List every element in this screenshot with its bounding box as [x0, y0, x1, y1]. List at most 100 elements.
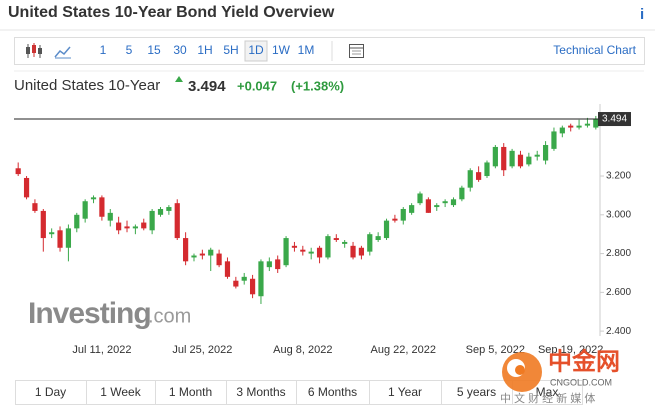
candle-body: [308, 251, 314, 254]
candle-body: [300, 249, 306, 252]
candle-body: [166, 207, 172, 211]
candle-body: [476, 172, 482, 180]
x-tick-label: Aug 22, 2022: [371, 344, 436, 356]
candle-body: [501, 146, 507, 171]
candle-body: [40, 210, 46, 239]
candle-body: [291, 245, 298, 248]
candle-body: [526, 156, 532, 165]
overlay-slogan: 中 文 财 经 新 媒 体: [500, 391, 595, 405]
range-label[interactable]: 1 Day: [35, 385, 66, 399]
line-icon[interactable]: [54, 46, 71, 58]
range-button[interactable]: [86, 380, 156, 405]
watermark-brand: Investing: [28, 297, 151, 330]
range-label[interactable]: 6 Months: [308, 385, 357, 399]
info-icon[interactable]: i: [640, 6, 644, 23]
range-label[interactable]: 1 Month: [169, 385, 212, 399]
candle-body: [333, 238, 339, 241]
technical-chart-link[interactable]: Technical Chart: [553, 43, 636, 57]
candle-body: [593, 119, 599, 128]
candle-body: [216, 253, 222, 266]
interval-button[interactable]: 1W: [272, 43, 291, 57]
candle-body: [316, 247, 323, 258]
range-button[interactable]: [226, 380, 297, 405]
candle-body: [568, 125, 574, 128]
candle-body: [208, 249, 214, 256]
x-tick-label: Sep 5, 2022: [466, 344, 525, 356]
range-label[interactable]: 5 years: [457, 385, 496, 399]
range-button[interactable]: [15, 380, 87, 405]
candle-body: [191, 255, 197, 258]
interval-button[interactable]: 1M: [298, 43, 315, 57]
candle-body: [258, 261, 264, 297]
candle-body: [149, 210, 155, 231]
candle-body: [434, 205, 440, 208]
range-button[interactable]: [369, 380, 442, 405]
candle-body: [57, 230, 63, 248]
candle-body: [467, 170, 473, 188]
interval-button[interactable]: 30: [173, 43, 187, 57]
candle-body: [124, 226, 130, 229]
candle-body: [157, 208, 164, 215]
last-price: 3.494: [188, 78, 226, 95]
candle-body: [459, 187, 465, 200]
x-tick-label: Aug 8, 2022: [273, 344, 332, 356]
candle-body: [74, 214, 80, 229]
price-change-percent: (+1.38%): [291, 78, 344, 93]
table-icon[interactable]: [349, 44, 364, 58]
candle-body: [450, 199, 457, 206]
ui: 1 5 15 30 1H 5H 1D 1W 1M1 Day 1 Week 1 Month 3 Mont…: [15, 40, 583, 405]
candle-body: [275, 259, 281, 270]
last-price-label: 3.494: [602, 114, 627, 125]
candle-body: [534, 154, 540, 157]
candle-body: [241, 276, 247, 281]
y-tick-label: 3.000: [606, 209, 631, 220]
candle-body: [367, 234, 373, 252]
candle-body: [116, 222, 122, 231]
range-button[interactable]: [441, 380, 513, 405]
candle-body: [283, 238, 289, 266]
range-label[interactable]: 3 Months: [236, 385, 285, 399]
interval-button[interactable]: 1H: [197, 43, 212, 57]
candle-body: [233, 280, 239, 287]
interval-button[interactable]: 1: [100, 43, 107, 57]
overlay-site: CNGOLD.COM: [550, 377, 612, 387]
candle-body: [551, 131, 557, 149]
last-price-box: [598, 112, 631, 127]
candle-body: [484, 162, 490, 177]
candle-body: [174, 203, 180, 239]
candle-body: [584, 123, 591, 126]
candle-body: [559, 127, 565, 134]
candle-body: [576, 125, 582, 128]
candle-icon[interactable]: [26, 43, 42, 58]
candle-body: [325, 236, 331, 258]
candle-body: [542, 145, 549, 161]
range-button[interactable]: [155, 380, 227, 405]
candle-body: [509, 150, 515, 167]
candle-body: [15, 168, 21, 175]
candle-body: [492, 146, 498, 167]
x-tick-label: Jul 25, 2022: [172, 344, 232, 356]
interval-button[interactable]: 1D: [248, 43, 264, 57]
range-label[interactable]: 1 Year: [388, 385, 422, 399]
candle-body: [266, 261, 272, 268]
candle-body: [141, 222, 147, 229]
candle-body: [409, 205, 415, 213]
watermark-suffix: .com: [148, 305, 191, 327]
y-tick-label: 2.600: [606, 287, 631, 298]
interval-button[interactable]: 15: [147, 43, 161, 57]
candle-body: [199, 253, 205, 256]
interval-button[interactable]: 5: [126, 43, 133, 57]
interval-button[interactable]: 5H: [223, 43, 238, 57]
candle-body: [358, 247, 365, 256]
candle-body: [400, 208, 406, 221]
candle-body: [49, 232, 55, 235]
range-label[interactable]: 1 Week: [100, 385, 141, 399]
y-tick-label: 3.200: [606, 171, 631, 182]
candle-body: [107, 212, 113, 221]
price-change: +0.047: [237, 78, 277, 93]
candle-body: [82, 201, 88, 219]
candle-body: [132, 226, 138, 229]
range-label[interactable]: Max: [536, 385, 559, 399]
